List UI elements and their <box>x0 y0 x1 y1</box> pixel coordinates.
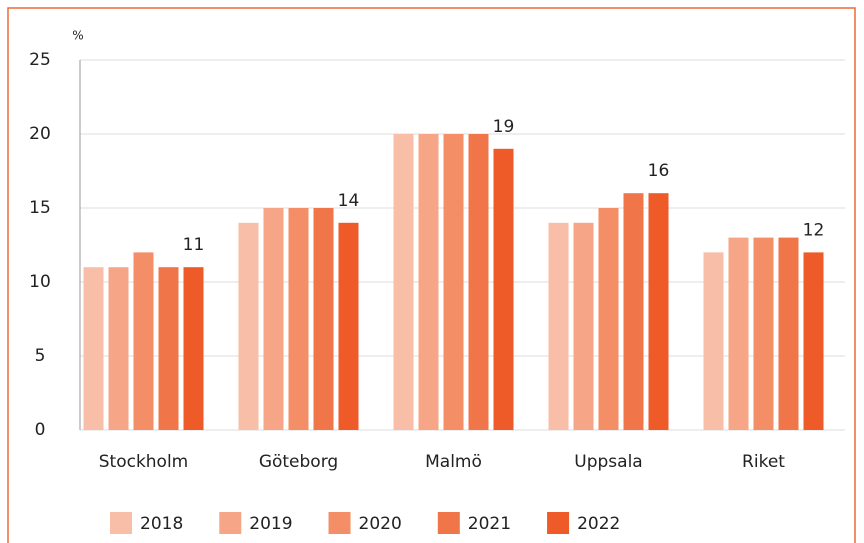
bar <box>468 134 489 430</box>
bar <box>238 222 259 430</box>
bar <box>703 252 724 430</box>
x-tick-label: Malmö <box>425 452 482 472</box>
legend-swatch <box>328 512 351 534</box>
bar <box>288 208 309 430</box>
legend-label: 2021 <box>468 514 511 534</box>
legend-swatch <box>219 512 242 534</box>
x-tick-label: Göteborg <box>259 452 338 472</box>
data-label: 19 <box>493 117 515 137</box>
y-tick-label: 25 <box>29 50 51 70</box>
bar <box>493 148 514 431</box>
data-label: 11 <box>183 235 205 255</box>
bar <box>778 237 799 430</box>
bar <box>263 208 284 430</box>
bar <box>443 134 464 430</box>
bar <box>418 134 439 430</box>
legend-label: 2022 <box>577 514 620 534</box>
x-tick-label: Stockholm <box>99 452 189 472</box>
legend-label: 2020 <box>359 514 402 534</box>
bar <box>623 193 644 430</box>
data-label: 14 <box>338 191 360 211</box>
bar <box>338 222 359 430</box>
y-tick-label: 15 <box>29 198 51 218</box>
y-tick-label: 0 <box>35 420 46 440</box>
legend-swatch <box>547 512 570 534</box>
y-tick-label: 20 <box>29 124 51 144</box>
bar <box>83 267 104 430</box>
bar <box>133 252 154 430</box>
legend-swatch <box>437 512 460 534</box>
bar <box>108 267 129 430</box>
y-tick-label: 10 <box>29 272 51 292</box>
data-label: 16 <box>648 161 670 181</box>
bar <box>548 222 569 430</box>
bar <box>648 193 669 430</box>
y-axis-label: % <box>72 29 83 43</box>
bar <box>183 267 204 430</box>
bar <box>803 252 824 430</box>
legend-swatch <box>110 512 132 534</box>
legend-label: 2018 <box>140 514 183 534</box>
bar <box>573 222 594 430</box>
bar <box>313 208 334 430</box>
bar <box>598 208 619 430</box>
x-tick-label: Riket <box>742 452 785 472</box>
y-tick-label: 5 <box>35 346 46 366</box>
x-tick-label: Uppsala <box>574 452 642 472</box>
legend-label: 2019 <box>249 514 292 534</box>
bar <box>393 134 414 430</box>
data-label: 12 <box>803 220 825 240</box>
frame <box>7 7 856 543</box>
bar <box>728 237 749 430</box>
bar <box>753 237 774 430</box>
bar <box>158 267 179 430</box>
